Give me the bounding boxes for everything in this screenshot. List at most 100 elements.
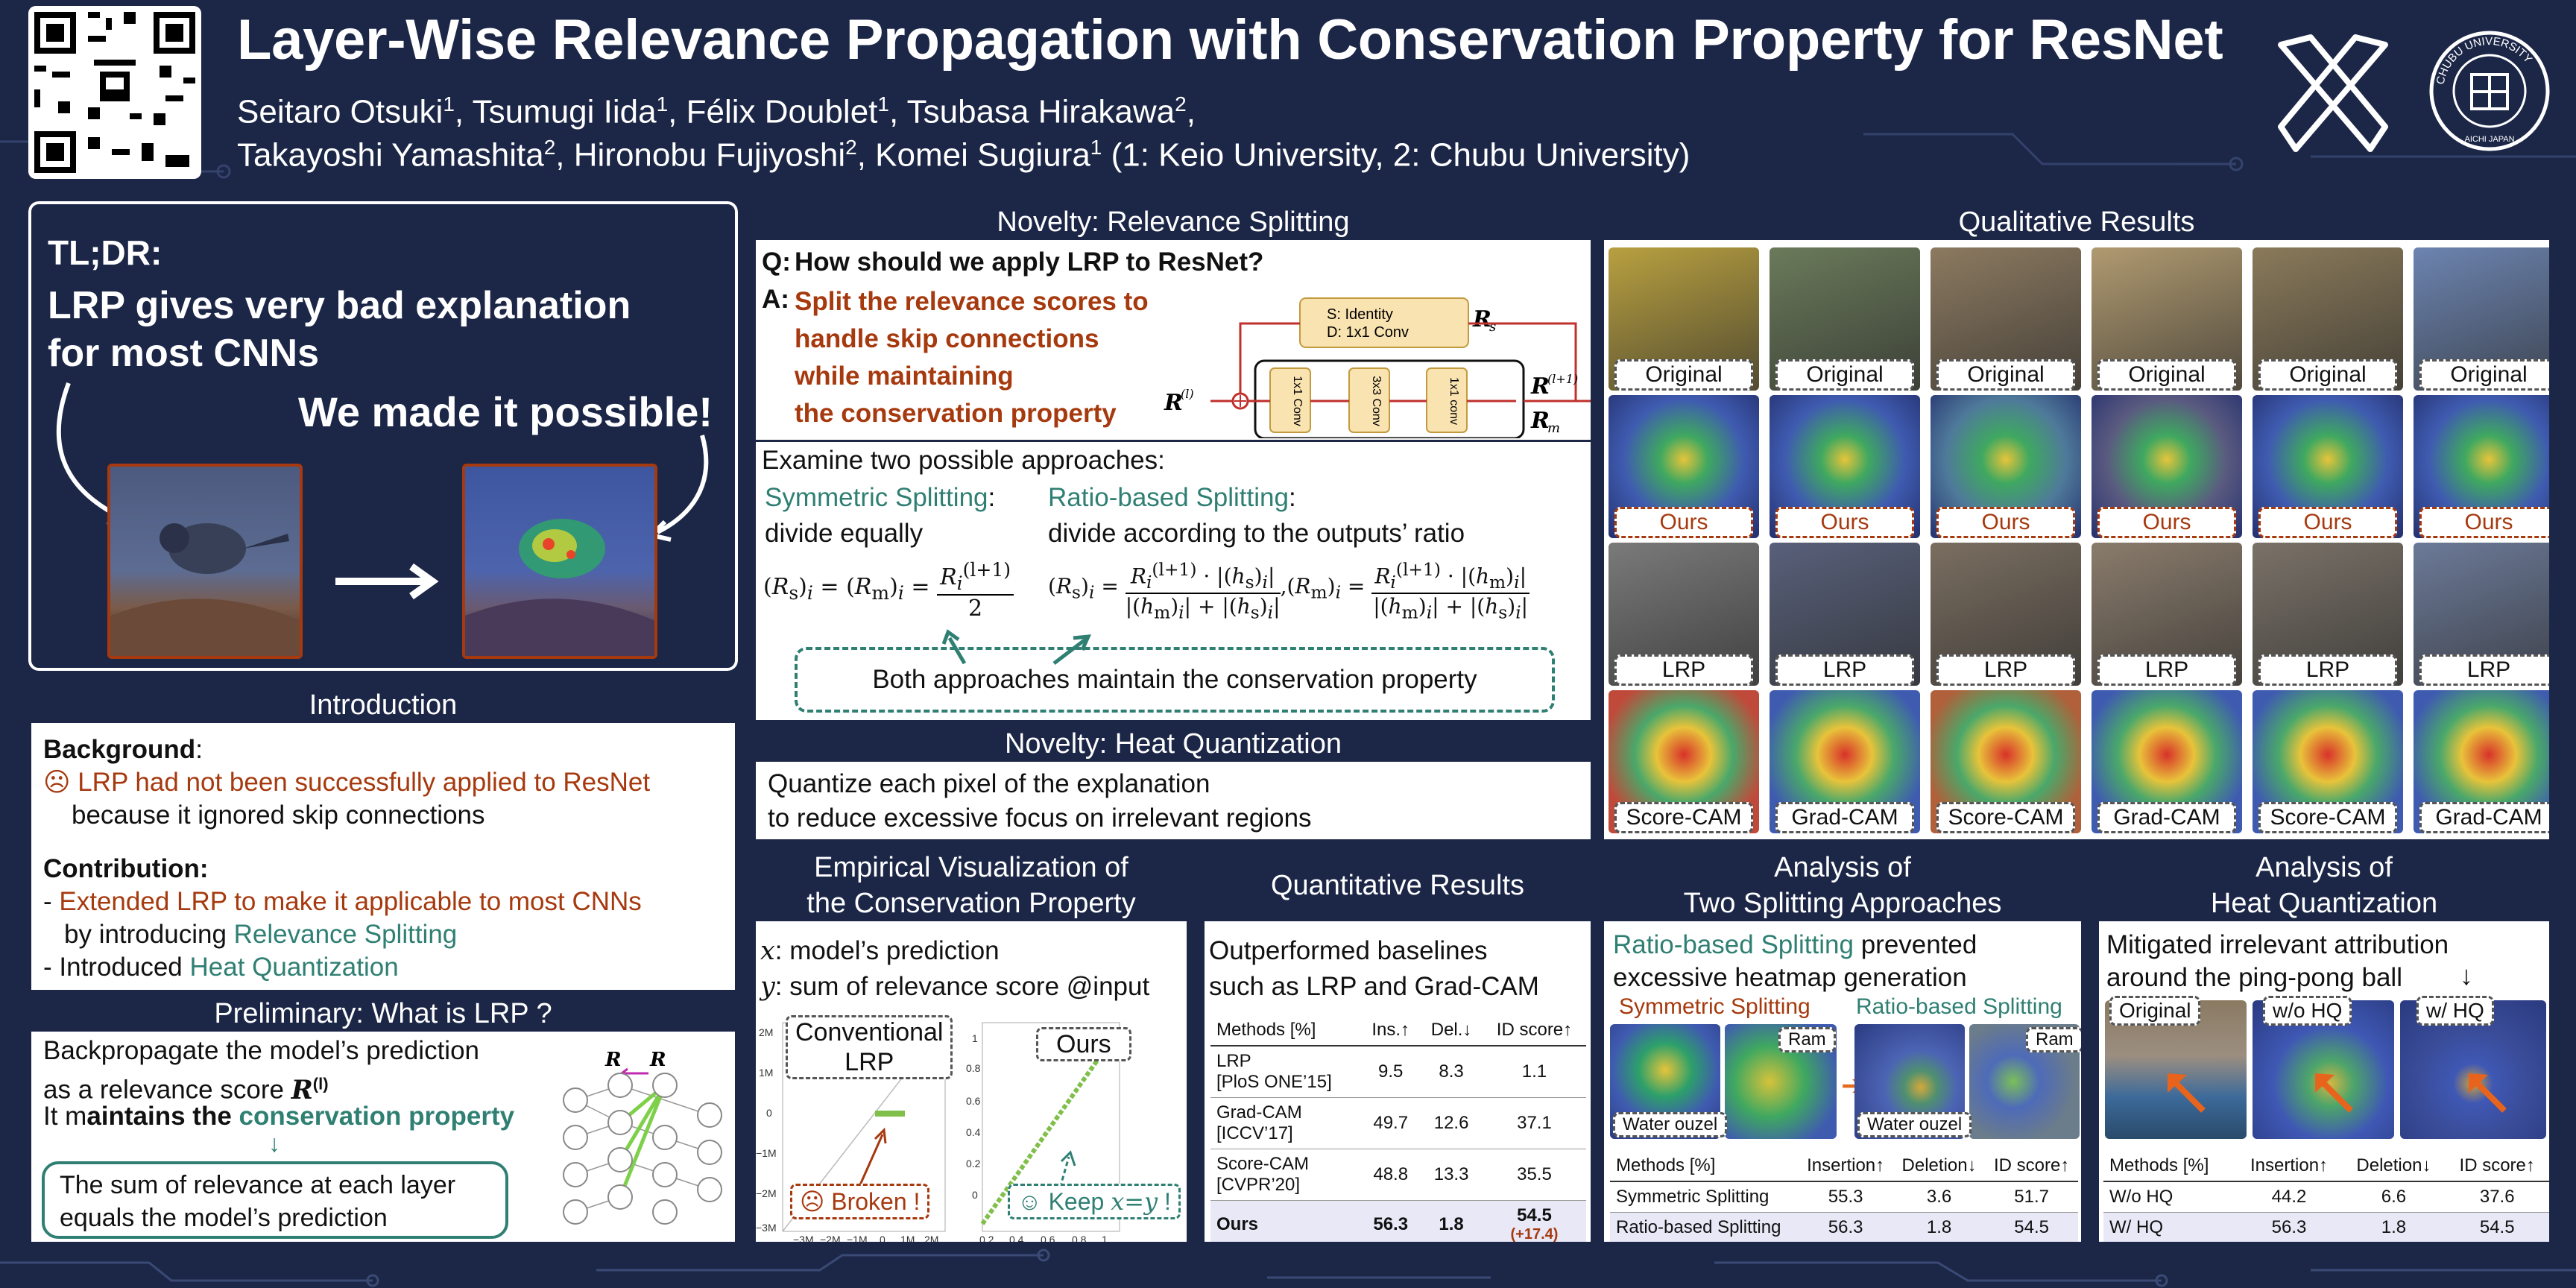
table-cell: 49.7 [1361,1097,1421,1149]
svg-text:1M: 1M [900,1234,915,1243]
qualitative-header: Qualitative Results [1604,204,2549,240]
preliminary-header: Preliminary: What is LRP ? [31,996,735,1032]
svg-text:s: s [1489,319,1496,335]
symmetric-formula: (Rs)i = (Rm)i = Ri(l+1) 2 [763,559,1014,622]
table-cell: 55.3 [1798,1181,1893,1213]
column-header: Deletion↓ [1892,1151,1986,1182]
svg-text:0: 0 [766,1107,772,1119]
table-cell: 54.5 (+17.4) [1482,1200,1586,1242]
column-header: Del.↓ [1420,1015,1483,1046]
author-list-line-1: Seitaro Otsuki1, Tsumugi Iida1, Félix Do… [237,92,1196,130]
preliminary-line-1: Backpropagate the model’s prediction [43,1036,480,1065]
quantitative-header: Quantitative Results [1205,850,1591,921]
column-header: Ins.↑ [1361,1015,1421,1046]
neural-network-diagram: R R [563,1049,722,1225]
x-description: x: model’s prediction [760,936,1000,966]
svg-text:(l): (l) [1181,387,1194,401]
qr-code[interactable] [28,6,201,179]
svg-text:0: 0 [972,1189,978,1201]
table-cell: 1.8 [1892,1212,1986,1242]
table-header-row: Methods [%] Insertion↑ Deletion↓ ID score↑ [1610,1151,2078,1182]
table-cell: 54.5 [1985,1212,2078,1242]
column-header: ID score↑ [1985,1151,2078,1182]
broken-label: ☹ Broken ! [790,1184,930,1219]
qualitative-label: Grad-CAM [1775,802,1914,833]
svg-text:−3M: −3M [756,1222,777,1234]
qualitative-label: Ours [2097,507,2236,538]
qualitative-label: Ours [1936,507,2075,538]
hq-without-label: w/o HQ [2263,996,2352,1026]
background-label: Background: [43,735,203,764]
background-point: ☹ LRP had not been successfully applied … [43,768,651,797]
column-header: Insertion↑ [2235,1151,2343,1182]
introduction-panel: Introduction Background: ☹ LRP had not b… [28,684,738,993]
table-cell: 56.3 [1361,1200,1421,1242]
svg-text:1: 1 [1102,1234,1108,1243]
qualitative-label: Ours [1614,507,1753,538]
qualitative-label: LRP [2258,654,2397,686]
svg-text:S: Identity: S: Identity [1327,306,1393,323]
hq-line-1: Quantize each pixel of the explanation [768,769,1210,798]
novelty-relevance-splitting-panel: Novelty: Relevance Splitting Q: How shou… [753,201,1594,723]
qualitative-label: LRP [2097,654,2236,686]
quant-line-1: Outperformed baselines [1209,936,1488,965]
table-cell: Score-CAM [CVPR’20] [1210,1149,1362,1201]
qualitative-results-panel: Qualitative Results Original Original Orig… [1601,201,2552,842]
column-header: ID score↑ [1482,1015,1586,1046]
qualitative-label: Score-CAM [1936,802,2075,833]
table-cell: LRP [PloS ONE’15] [1210,1046,1362,1098]
ram-tag: Ram [2026,1027,2081,1052]
y-description: y: sum of relevance score @input [760,972,1150,1002]
svg-text:0.2: 0.2 [979,1234,994,1243]
column-header: ID score↑ [2445,1151,2549,1182]
svg-text:1x1 Conv: 1x1 Conv [1291,376,1304,426]
qualitative-label: Score-CAM [1614,802,1753,833]
qualitative-label: Original [1936,359,2075,391]
svg-text:−2M: −2M [820,1234,841,1243]
svg-text:−3M: −3M [793,1234,814,1243]
ratio-formula: (Rs)i = Ri(l+1) · |(hs)i| |(hm)i| + |(hs)… [1048,559,1530,623]
hq-analysis-line-1: Mitigated irrelevant attribution [2106,930,2449,959]
table-cell: 56.3 [2235,1212,2343,1242]
table-cell: 37.1 [1482,1097,1586,1149]
conventional-lrp-label: Conventional LRP [786,1015,953,1079]
resnet-block-diagram: S: Identity D: 1x1 Conv Rs 1x1 Conv 3x3 … [1164,297,1591,438]
down-arrow-icon: ↓ [268,1130,280,1157]
table-cell: 9.5 [1361,1046,1421,1098]
table-row: Score-CAM [CVPR’20] 48.8 13.3 35.5 [1210,1149,1586,1201]
analysis-splitting-panel: Analysis of Two Splitting Approaches Rati… [1601,847,2084,1245]
split-line-1: Ratio-based Splitting prevented [1613,930,1977,959]
tldr-label: TL;DR: [48,233,162,272]
svg-text:R: R [1164,390,1183,416]
column-header: Insertion↑ [1798,1151,1893,1182]
svg-text:D: 1x1 Conv: D: 1x1 Conv [1327,324,1409,341]
ours-label: Ours [1036,1027,1131,1061]
ratio-desc: divide according to the outputs’ ratio [1048,519,1465,548]
poster-title: Layer-Wise Relevance Propagation with Co… [237,8,2223,72]
table-cell: 54.5 [2445,1212,2549,1242]
symmetric-label: Symmetric Splitting: [765,483,996,512]
table-header-row: Methods [%] Insertion↑ Deletion↓ ID score↑ [2103,1151,2549,1182]
table-cell: 35.5 [1482,1149,1586,1201]
splitting-table: Methods [%] Insertion↑ Deletion↓ ID score↑ … [1610,1151,2078,1242]
table-cell: 1.8 [1420,1200,1483,1242]
qualitative-label: Original [1775,359,1914,391]
waterouzel-tag: Water ouzel [1613,1112,1728,1137]
preliminary-line-2: as a relevance score R(l) [43,1074,329,1105]
split-line-2: excessive heatmap generation [1613,963,1967,992]
svg-text:0: 0 [880,1234,886,1243]
empirical-visualization-panel: Empirical Visualization of the Conservati… [753,847,1190,1245]
background-point-2: because it ignored skip connections [72,801,485,830]
symmetric-caption: Symmetric Splitting [1619,994,1811,1019]
svg-text:2M: 2M [924,1234,938,1243]
quant-line-2: such as LRP and Grad-CAM [1209,972,1539,1001]
svg-text:R: R [649,1049,666,1071]
qualitative-label: LRP [1614,654,1753,686]
table-cell: Ours [1210,1200,1362,1242]
novelty-heat-quantization-panel: Novelty: Heat Quantization Quantize each… [753,723,1594,842]
analysis-hq-panel: Analysis of Heat Quantization Mitigated i… [2096,847,2552,1245]
svg-text:−1M: −1M [847,1234,868,1243]
hq-with-label: w/ HQ [2416,996,2494,1026]
table-cell: Grad-CAM [ICCV’17] [1210,1097,1362,1149]
ram-tag: Ram [1778,1027,1836,1052]
